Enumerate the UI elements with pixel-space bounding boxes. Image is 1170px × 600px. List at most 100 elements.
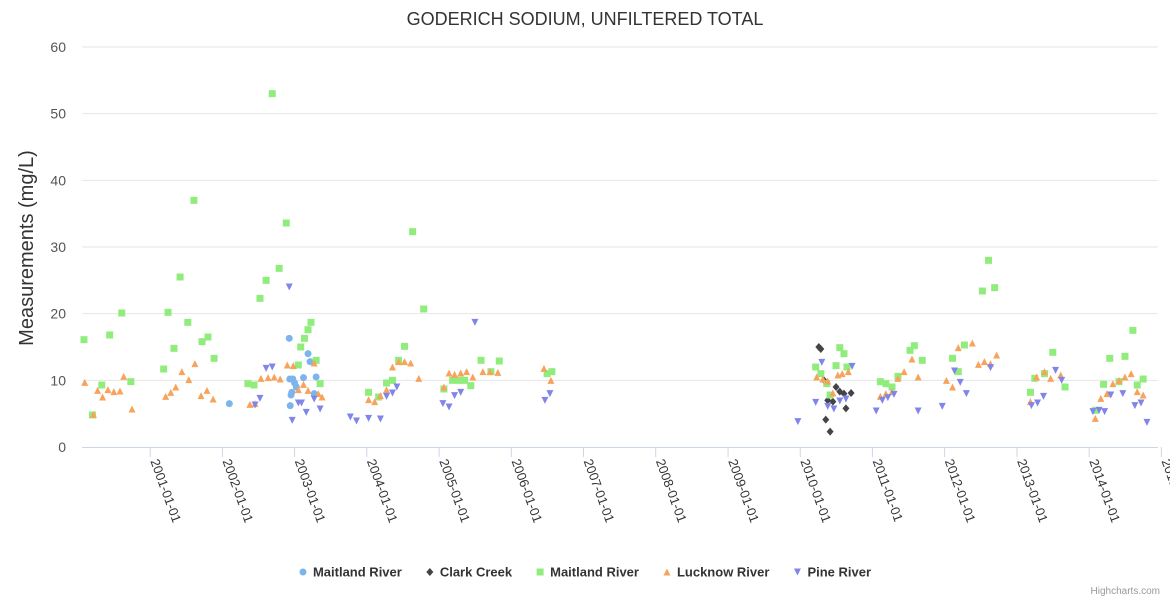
data-point[interactable] [832,383,840,391]
data-point[interactable] [1026,388,1034,396]
data-point[interactable] [980,358,988,366]
data-point[interactable] [829,389,837,397]
data-point[interactable] [407,359,415,367]
data-point[interactable] [1139,391,1147,399]
data-point[interactable] [365,414,373,422]
data-point[interactable] [890,390,898,398]
data-point[interactable] [1040,368,1048,376]
data-point[interactable] [288,416,296,424]
data-point[interactable] [884,394,892,402]
data-point[interactable] [547,376,555,384]
data-point[interactable] [826,427,834,436]
data-point[interactable] [838,370,846,378]
data-point[interactable] [257,374,265,382]
data-point[interactable] [1027,402,1035,410]
data-point[interactable] [455,376,463,384]
data-point[interactable] [818,358,826,366]
data-point[interactable] [1091,414,1099,422]
data-point[interactable] [541,396,549,404]
data-point[interactable] [495,357,503,365]
data-point[interactable] [98,381,106,389]
data-point[interactable] [445,403,453,411]
data-point[interactable] [813,373,821,381]
data-point[interactable] [968,339,976,347]
data-point[interactable] [546,390,554,398]
data-point[interactable] [439,400,447,408]
data-point[interactable] [457,369,465,377]
data-point[interactable] [127,378,135,386]
data-point[interactable] [449,376,457,384]
data-point[interactable] [197,392,205,400]
data-point[interactable] [198,338,206,346]
legend-marker[interactable] [536,568,544,576]
data-point[interactable] [376,392,384,400]
data-point[interactable] [1101,408,1109,416]
data-point[interactable] [1143,418,1151,426]
data-point[interactable] [469,373,477,381]
data-point[interactable] [461,376,469,384]
data-point[interactable] [225,400,233,408]
data-point[interactable] [302,408,310,416]
data-point[interactable] [451,392,459,400]
legend-item[interactable]: Clark Creek [426,565,513,580]
data-point[interactable] [543,370,551,378]
data-point[interactable] [1137,399,1145,407]
data-point[interactable] [908,355,916,363]
data-point[interactable] [314,390,322,398]
data-point[interactable] [949,354,957,362]
data-point[interactable] [164,308,172,316]
data-point[interactable] [285,334,293,342]
data-point[interactable] [300,334,308,342]
data-point[interactable] [89,410,97,418]
data-point[interactable] [812,398,820,406]
data-point[interactable] [812,363,820,371]
data-point[interactable] [162,392,170,400]
data-point[interactable] [991,284,999,292]
data-point[interactable] [383,386,391,394]
data-point[interactable] [836,344,844,352]
data-point[interactable] [1121,352,1129,360]
data-point[interactable] [938,402,946,410]
data-point[interactable] [471,318,479,326]
data-point[interactable] [80,336,88,344]
data-point[interactable] [210,354,218,362]
data-point[interactable] [978,287,986,295]
data-point[interactable] [401,342,409,350]
data-point[interactable] [191,360,199,368]
data-point[interactable] [401,358,409,366]
data-point[interactable] [288,388,296,396]
data-point[interactable] [294,361,302,369]
data-point[interactable] [1052,366,1060,374]
data-point[interactable] [1121,373,1129,381]
data-point[interactable] [318,393,326,401]
data-point[interactable] [894,374,902,382]
data-point[interactable] [420,305,428,313]
data-point[interactable] [918,356,926,364]
data-point[interactable] [120,372,128,380]
data-point[interactable] [244,380,252,388]
data-point[interactable] [268,90,276,98]
data-point[interactable] [451,370,459,378]
legend-item[interactable]: Pine River [793,565,871,580]
data-point[interactable] [882,380,890,388]
data-point[interactable] [306,358,314,366]
data-point[interactable] [951,367,959,375]
data-point[interactable] [900,368,908,376]
data-point[interactable] [1061,383,1069,391]
data-point[interactable] [540,364,548,372]
data-point[interactable] [819,375,827,383]
data-point[interactable] [1133,388,1141,396]
legend-marker[interactable] [299,568,307,576]
data-point[interactable] [116,387,124,395]
data-point[interactable] [840,350,848,358]
data-point[interactable] [1131,402,1139,410]
data-point[interactable] [494,368,502,376]
legend-item[interactable]: Maitland River [299,565,402,580]
data-point[interactable] [986,364,994,372]
data-point[interactable] [832,362,840,370]
data-point[interactable] [264,374,272,382]
data-point[interactable] [262,276,270,284]
data-point[interactable] [307,318,315,326]
data-point[interactable] [844,368,852,376]
data-point[interactable] [1100,380,1108,388]
